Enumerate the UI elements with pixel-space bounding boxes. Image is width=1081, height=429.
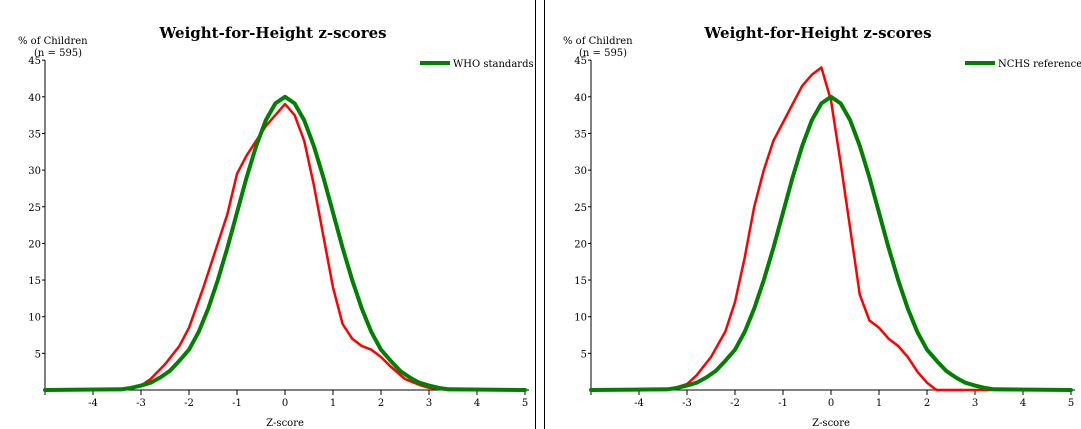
reference-curve xyxy=(43,94,527,392)
x-tick-label: -2 xyxy=(184,398,194,409)
x-tick-label: 1 xyxy=(330,398,336,409)
weight-for-height-chart-who: Weight-for-Height z-scores % of Children(… xyxy=(18,24,534,429)
x-tick-label: 5 xyxy=(522,398,528,409)
y-tick-label: 40 xyxy=(574,93,587,104)
x-tick-label: 0 xyxy=(828,398,834,409)
sample-curve xyxy=(43,102,527,392)
weight-for-height-chart-nchs: Weight-for-Height z-scores % of Children(… xyxy=(563,24,1081,429)
x-tick-label: 2 xyxy=(924,398,930,409)
y-tick-label: 25 xyxy=(28,203,41,214)
legend-label: NCHS reference xyxy=(998,59,1081,70)
sample-size-note: (n = 595) xyxy=(34,48,82,59)
x-tick-label: 0 xyxy=(282,398,288,409)
y-tick-label: 40 xyxy=(28,93,41,104)
y-tick-label: 30 xyxy=(28,166,41,177)
x-tick-label: -4 xyxy=(634,398,644,409)
y-tick-label: 25 xyxy=(574,203,587,214)
x-tick-label: -3 xyxy=(682,398,692,409)
x-tick-label: 1 xyxy=(876,398,882,409)
y-tick-label: 15 xyxy=(28,276,41,287)
y-tick-label: 15 xyxy=(574,276,587,287)
y-tick-label: 5 xyxy=(35,349,41,360)
x-tick-label: -2 xyxy=(730,398,740,409)
x-tick-label: -4 xyxy=(88,398,98,409)
x-tick-label: -1 xyxy=(778,398,788,409)
chart-panel-left: Weight-for-Height z-scores % of Children(… xyxy=(0,0,536,429)
x-tick-label: 4 xyxy=(474,398,480,409)
y-tick-label: 35 xyxy=(28,129,41,140)
y-tick-label: 45 xyxy=(28,56,41,67)
y-tick-label: 5 xyxy=(581,349,587,360)
x-axis-label: Z-score xyxy=(812,418,850,429)
sample-size-note: (n = 595) xyxy=(579,48,627,59)
y-axis-label: % of Children xyxy=(563,36,633,47)
chart-title: Weight-for-Height z-scores xyxy=(703,24,931,42)
y-tick-label: 35 xyxy=(574,129,587,140)
y-tick-label: 10 xyxy=(574,313,587,324)
x-tick-label: 5 xyxy=(1068,398,1074,409)
x-tick-label: 4 xyxy=(1020,398,1026,409)
y-tick-label: 10 xyxy=(28,313,41,324)
y-tick-label: 20 xyxy=(574,239,587,250)
x-tick-label: 3 xyxy=(972,398,978,409)
y-tick-label: 20 xyxy=(28,239,41,250)
x-tick-label: 3 xyxy=(426,398,432,409)
reference-curve xyxy=(589,94,1073,392)
x-tick-label: -3 xyxy=(136,398,146,409)
sample-curve xyxy=(589,66,1073,392)
y-tick-label: 30 xyxy=(574,166,587,177)
x-tick-label: 2 xyxy=(378,398,384,409)
y-tick-label: 45 xyxy=(574,56,587,67)
chart-panel-right: Weight-for-Height z-scores % of Children(… xyxy=(544,0,1081,429)
chart-title: Weight-for-Height z-scores xyxy=(158,24,386,42)
y-axis-label: % of Children xyxy=(18,36,88,47)
x-tick-label: -1 xyxy=(232,398,242,409)
x-axis-label: Z-score xyxy=(266,418,304,429)
legend-label: WHO standards xyxy=(453,59,534,70)
